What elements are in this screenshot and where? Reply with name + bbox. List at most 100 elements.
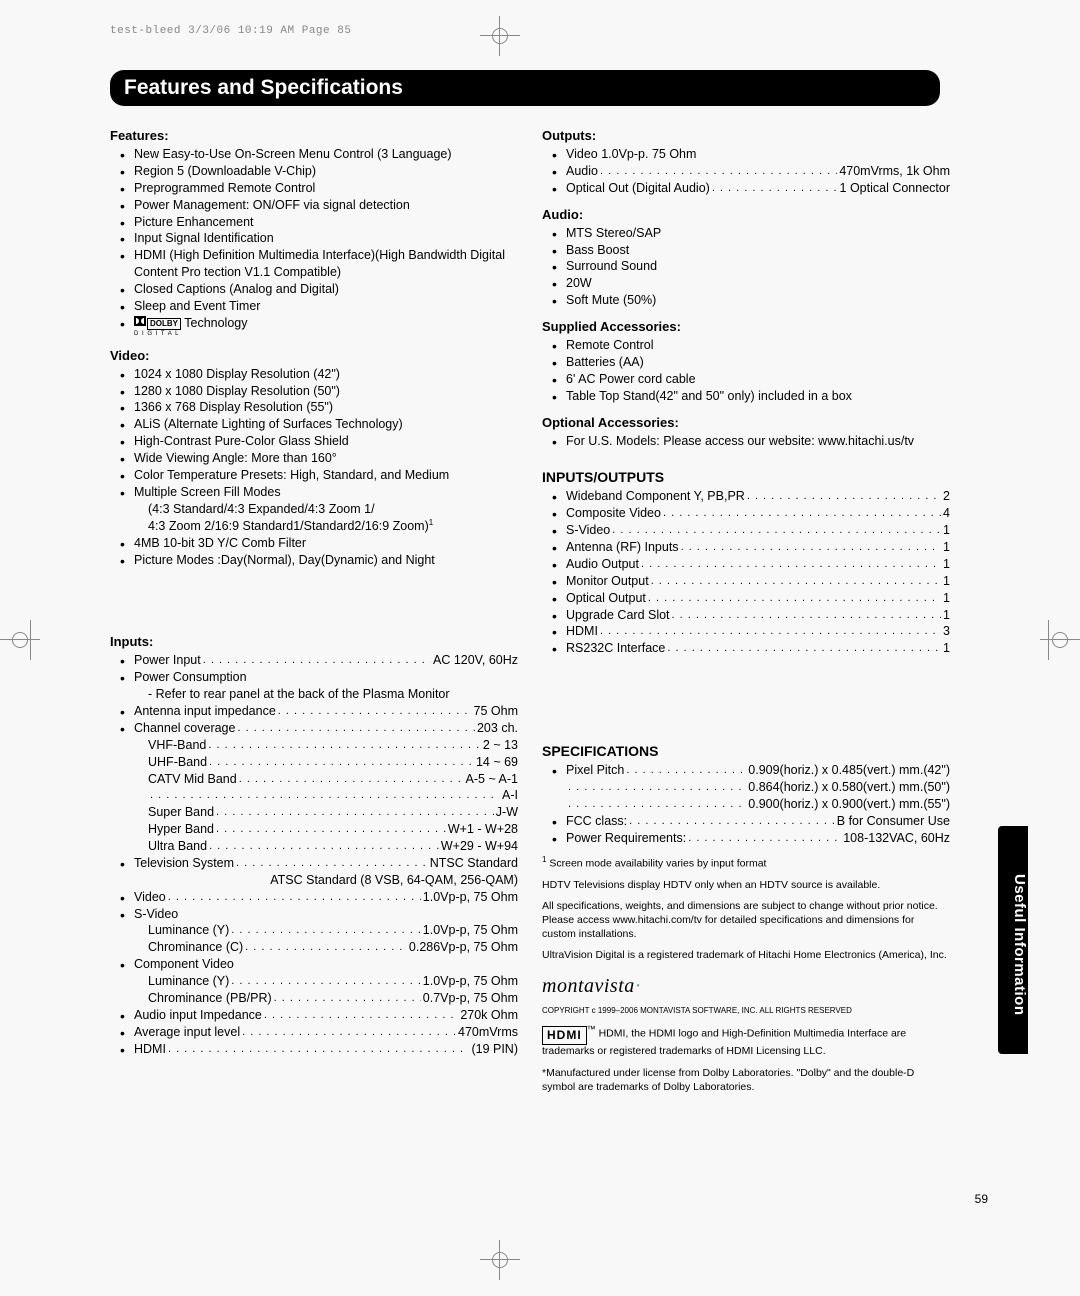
- head-audio: Audio:: [542, 207, 950, 222]
- list-item: Picture Enhancement: [120, 214, 518, 231]
- head-specs: SPECIFICATIONS: [542, 743, 950, 759]
- head-accessories: Supplied Accessories:: [542, 319, 950, 334]
- list-item: FCC class:B for Consumer Use: [552, 813, 950, 830]
- list-item: RS232C Interface1: [552, 640, 950, 657]
- page-content: Features and Specifications Features: Ne…: [110, 70, 950, 1094]
- list-item: Pixel Pitch0.909(horiz.) x 0.485(vert.) …: [552, 762, 950, 813]
- list-item: S-Video Luminance (Y)1.0Vp-p, 75 Ohm Chr…: [120, 906, 518, 957]
- list-item: Picture Modes :Day(Normal), Day(Dynamic)…: [120, 552, 518, 569]
- list-item: 1280 x 1080 Display Resolution (50"): [120, 383, 518, 400]
- list-item: 1024 x 1080 Display Resolution (42"): [120, 366, 518, 383]
- dolby-subtext: D I G I T A L: [134, 330, 518, 338]
- list-item: Region 5 (Downloadable V-Chip): [120, 163, 518, 180]
- list-item: Monitor Output1: [552, 573, 950, 590]
- list-item: Multiple Screen Fill Modes (4:3 Standard…: [120, 484, 518, 535]
- sub-line: 0.900(horiz.) x 0.900(vert.) mm.(55"): [748, 796, 950, 813]
- list-item: Component Video Luminance (Y)1.0Vp-p, 75…: [120, 956, 518, 1007]
- sub-line: Chrominance (PB/PR)0.7Vp-p, 75 Ohm: [148, 990, 518, 1007]
- list-item: Video 1.0Vp-p. 75 Ohm: [552, 146, 950, 163]
- list-item: Power Consumption - Refer to rear panel …: [120, 669, 518, 703]
- list-item: HDMI3: [552, 623, 950, 640]
- list-item: Batteries (AA): [552, 354, 950, 371]
- footnote: 1 Screen mode availability varies by inp…: [542, 855, 950, 871]
- list-item: Preprogrammed Remote Control: [120, 180, 518, 197]
- list-specs: Pixel Pitch0.909(horiz.) x 0.485(vert.) …: [542, 762, 950, 846]
- dolby-suffix: Technology: [181, 316, 248, 330]
- list-item: Optical Out (Digital Audio)1 Optical Con…: [552, 180, 950, 197]
- sub-line: Hyper BandW+1 - W+28: [148, 821, 518, 838]
- head-inputs: Inputs:: [110, 634, 518, 649]
- list-item: Wideband Component Y, PB,PR2: [552, 488, 950, 505]
- list-item: Closed Captions (Analog and Digital): [120, 281, 518, 298]
- sub-line: (4:3 Standard/4:3 Expanded/4:3 Zoom 1/: [148, 501, 518, 518]
- page-title: Features and Specifications: [110, 70, 940, 106]
- head-features: Features:: [110, 128, 518, 143]
- list-item: New Easy-to-Use On-Screen Menu Control (…: [120, 146, 518, 163]
- sub-line: Super BandJ-W: [148, 804, 518, 821]
- sub-line: CATV Mid BandA-5 ~ A-1: [148, 771, 518, 788]
- sub-line: UHF-Band14 ~ 69: [148, 754, 518, 771]
- sub-line: Luminance (Y)1.0Vp-p, 75 Ohm: [148, 922, 518, 939]
- list-item: Input Signal Identification: [120, 230, 518, 247]
- list-item: Video1.0Vp-p, 75 Ohm: [120, 889, 518, 906]
- dolby-note: *Manufactured under license from Dolby L…: [542, 1067, 950, 1094]
- side-tab-useful-info: Useful Information: [998, 826, 1028, 1054]
- list-item: Television SystemNTSC Standard ATSC Stan…: [120, 855, 518, 889]
- list-item: Upgrade Card Slot1: [552, 607, 950, 624]
- list-item: Wide Viewing Angle: More than 160°: [120, 450, 518, 467]
- list-item: Sleep and Event Timer: [120, 298, 518, 315]
- list-accessories: Remote Control Batteries (AA) 6' AC Powe…: [542, 337, 950, 405]
- list-item: Power Management: ON/OFF via signal dete…: [120, 197, 518, 214]
- list-features: New Easy-to-Use On-Screen Menu Control (…: [110, 146, 518, 338]
- sub-line: VHF-Band2 ~ 13: [148, 737, 518, 754]
- list-item: DOLBY Technology D I G I T A L: [120, 315, 518, 338]
- page-number: 59: [975, 1192, 988, 1206]
- registration-mark-left: [0, 620, 40, 660]
- list-item: Bass Boost: [552, 242, 950, 259]
- sub-line: Chrominance (C)0.286Vp-p, 75 Ohm: [148, 939, 518, 956]
- registration-mark-right: [1040, 620, 1080, 660]
- footnote: All specifications, weights, and dimensi…: [542, 900, 950, 941]
- hdmi-note: HDMI™ HDMI, the HDMI logo and High-Defin…: [542, 1024, 950, 1059]
- list-item: Optical Output1: [552, 590, 950, 607]
- copyright: COPYRIGHT c 1999–2006 MONTAVISTA SOFTWAR…: [542, 1006, 950, 1016]
- list-item: Audio input Impedance270k Ohm: [120, 1007, 518, 1024]
- list-optional: For U.S. Models: Please access our websi…: [542, 433, 950, 450]
- sub-line: Ultra BandW+29 - W+94: [148, 838, 518, 855]
- registration-mark-top: [480, 16, 520, 56]
- list-item: Composite Video4: [552, 505, 950, 522]
- head-video: Video:: [110, 348, 518, 363]
- head-optional: Optional Accessories:: [542, 415, 950, 430]
- column-left: Features: New Easy-to-Use On-Screen Menu…: [110, 118, 518, 1094]
- footnote: HDTV Televisions display HDTV only when …: [542, 879, 950, 893]
- list-item: Audio470mVrms, 1k Ohm: [552, 163, 950, 180]
- column-right: Outputs: Video 1.0Vp-p. 75 Ohm Audio470m…: [542, 118, 950, 1094]
- list-item: 6' AC Power cord cable: [552, 371, 950, 388]
- list-item: Antenna (RF) Inputs1: [552, 539, 950, 556]
- list-item: HDMI(19 PIN): [120, 1041, 518, 1058]
- hdmi-logo: HDMI: [542, 1026, 587, 1046]
- list-item: Color Temperature Presets: High, Standar…: [120, 467, 518, 484]
- sub-line: A-I: [148, 787, 518, 804]
- list-item: Table Top Stand(42" and 50" only) includ…: [552, 388, 950, 405]
- footnote: UltraVision Digital is a registered trad…: [542, 949, 950, 963]
- list-video: 1024 x 1080 Display Resolution (42") 128…: [110, 366, 518, 569]
- dolby-badge: DOLBY: [147, 318, 181, 330]
- list-item: Surround Sound: [552, 258, 950, 275]
- list-item: Soft Mute (50%): [552, 292, 950, 309]
- list-item: Remote Control: [552, 337, 950, 354]
- list-item: HDMI (High Definition Multimedia Interfa…: [120, 247, 518, 281]
- sub-line: 0.864(horiz.) x 0.580(vert.) mm.(50"): [748, 779, 950, 796]
- print-header: test-bleed 3/3/06 10:19 AM Page 85: [110, 25, 351, 37]
- list-item: High-Contrast Pure-Color Glass Shield: [120, 433, 518, 450]
- list-item: 1366 x 768 Display Resolution (55"): [120, 399, 518, 416]
- head-io: INPUTS/OUTPUTS: [542, 469, 950, 485]
- list-item: S-Video1: [552, 522, 950, 539]
- list-item: 4MB 10-bit 3D Y/C Comb Filter: [120, 535, 518, 552]
- list-item: Power Requirements:108-132VAC, 60Hz: [552, 830, 950, 847]
- sub-line: Luminance (Y)1.0Vp-p, 75 Ohm: [148, 973, 518, 990]
- list-item: For U.S. Models: Please access our websi…: [552, 433, 950, 450]
- sub-line: ATSC Standard (8 VSB, 64-QAM, 256-QAM): [134, 872, 518, 889]
- head-outputs: Outputs:: [542, 128, 950, 143]
- list-item: MTS Stereo/SAP: [552, 225, 950, 242]
